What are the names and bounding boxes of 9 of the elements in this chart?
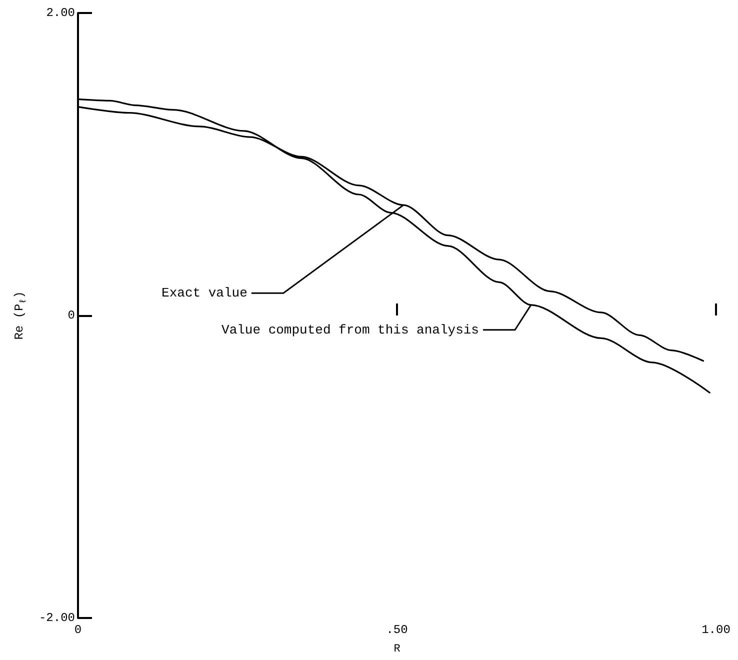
annotation: Value computed from this analysis — [222, 322, 479, 338]
x-tick-label: .50 — [386, 623, 408, 637]
x-tick-label: 1.00 — [702, 623, 730, 637]
x-axis-title: R — [394, 644, 401, 656]
y-tick-label: 0 — [68, 308, 75, 322]
y-axis-title: Re (Pℓ) — [12, 291, 29, 340]
annotation: Exact value — [162, 286, 248, 301]
y-tick-label: -2.00 — [38, 611, 75, 625]
y-tick-label: 2.00 — [46, 6, 75, 20]
